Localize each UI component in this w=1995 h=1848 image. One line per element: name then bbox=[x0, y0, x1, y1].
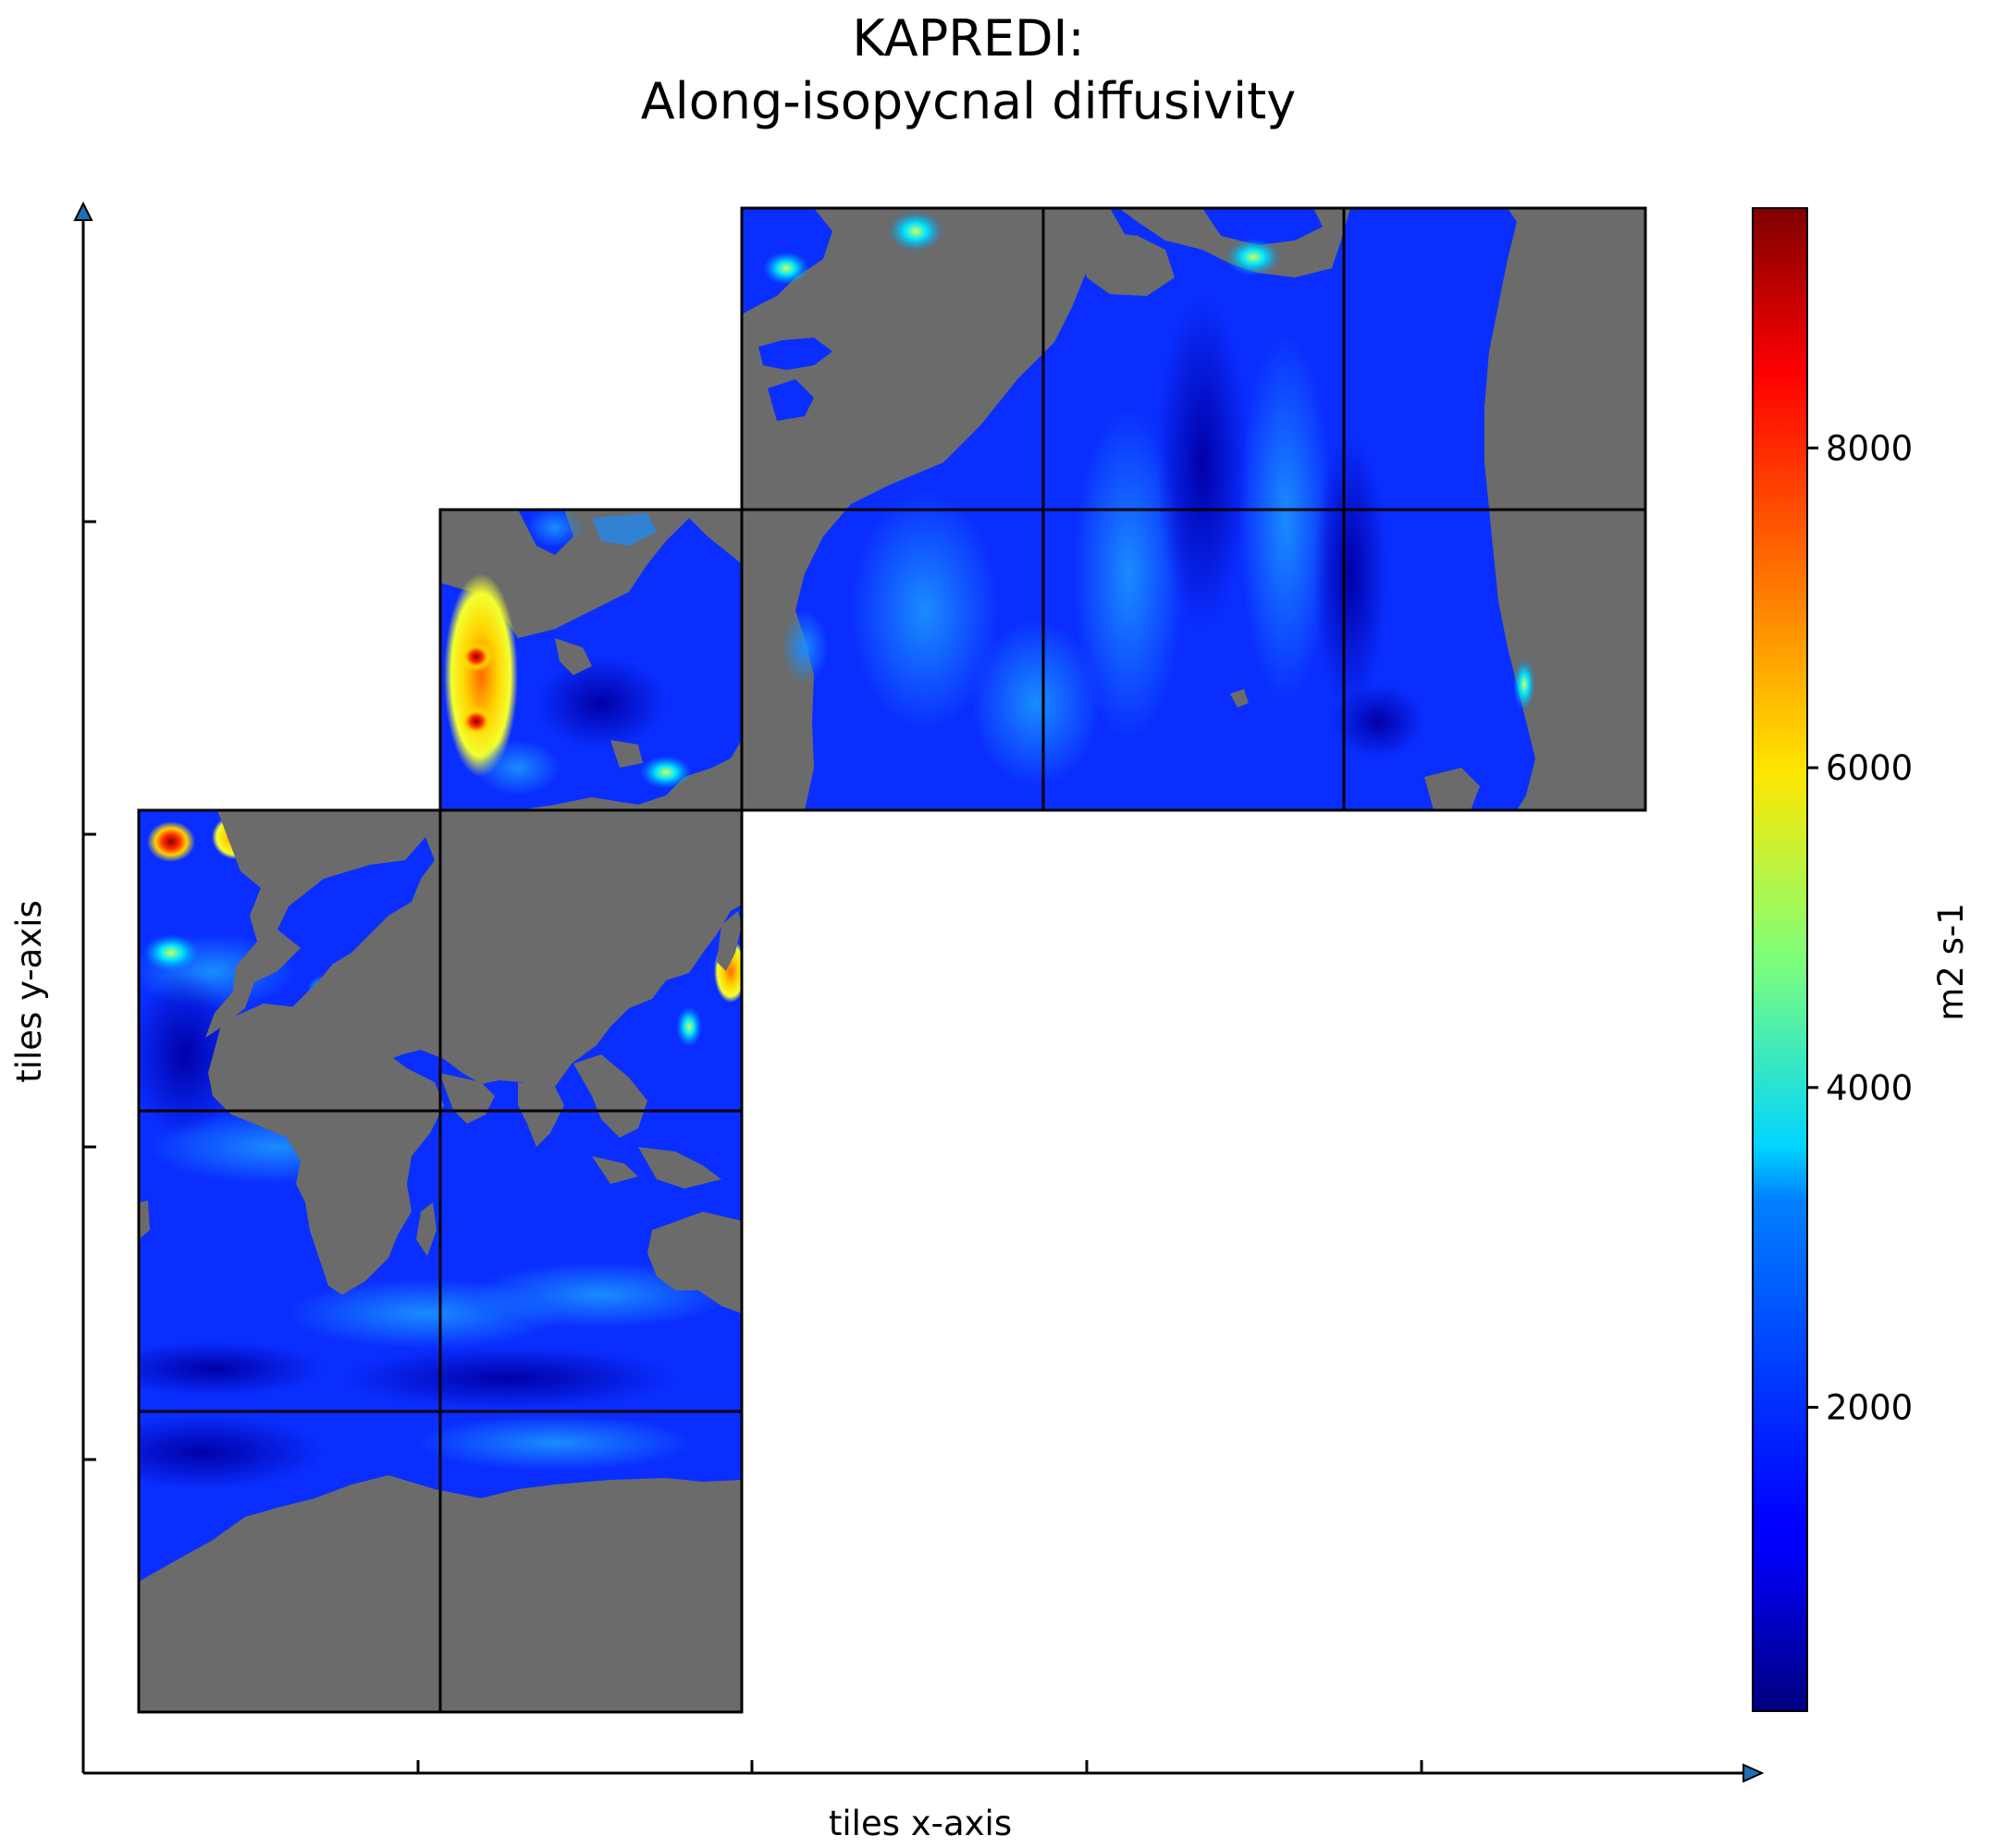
colorbar-tick-label: 4000 bbox=[1826, 1068, 1913, 1108]
region-atlantic-indian bbox=[139, 810, 742, 1712]
colorbar-gradient bbox=[1752, 207, 1808, 1712]
tile-grid bbox=[137, 206, 1647, 1714]
region-arctic-atlantic bbox=[440, 510, 742, 810]
y-axis-label: tiles y-axis bbox=[9, 900, 49, 1083]
x-ticks bbox=[416, 1760, 1423, 1773]
colorbar: 2000 4000 6000 8000 m2 s-1 bbox=[1752, 207, 1971, 1712]
colorbar-label: m2 s-1 bbox=[1931, 903, 1971, 1021]
chart-title: KAPREDI: bbox=[852, 9, 1084, 68]
x-axis-label: tiles x-axis bbox=[829, 1804, 1012, 1843]
x-axis-arrow-icon bbox=[1743, 1763, 1765, 1783]
colorbar-tick-label: 2000 bbox=[1826, 1388, 1913, 1428]
y-ticks bbox=[83, 520, 96, 1461]
colorbar-tick-label: 8000 bbox=[1826, 428, 1913, 468]
tiles-map bbox=[137, 206, 1647, 1714]
colorbar-tick-label: 6000 bbox=[1826, 748, 1913, 788]
y-axis-arrow-icon bbox=[73, 201, 93, 221]
colorbar-ticks: 2000 4000 6000 8000 bbox=[1807, 428, 1913, 1428]
chart-subtitle: Along-isopycnal diffusivity bbox=[641, 72, 1297, 130]
axes: tiles x-axis tiles y-axis bbox=[9, 201, 1765, 1843]
